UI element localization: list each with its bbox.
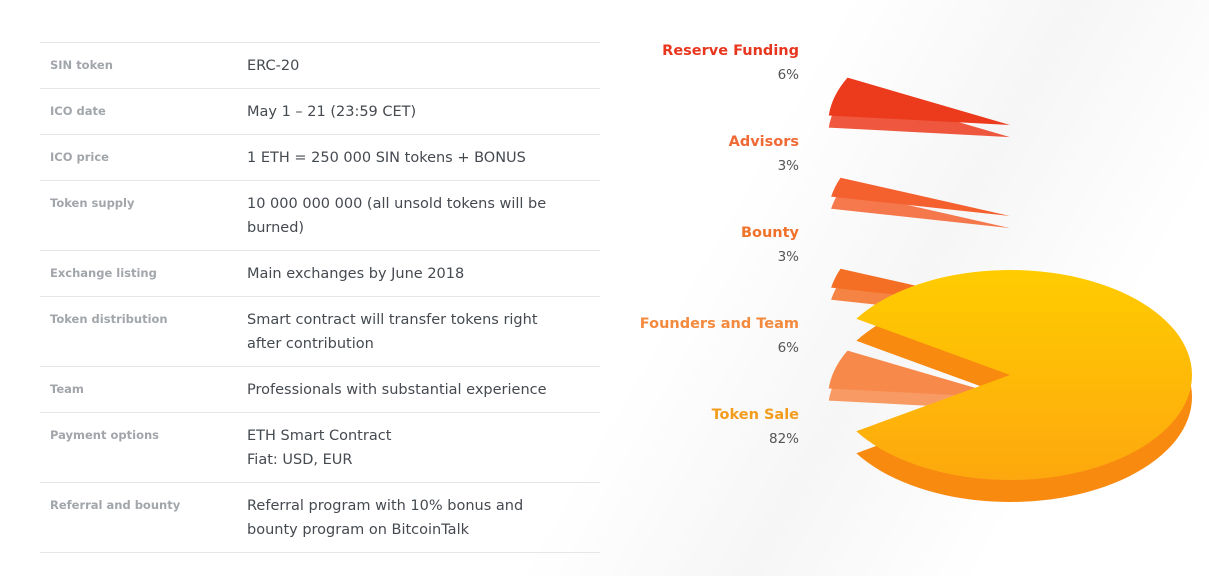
slice-percent: 6% xyxy=(778,67,800,83)
table-row: SIN token ERC-20 xyxy=(40,42,600,89)
value-line: Fiat: USD, EUR xyxy=(247,452,353,468)
row-label: Team xyxy=(40,366,237,413)
slice-percent: 6% xyxy=(778,340,800,356)
slice-top xyxy=(831,177,1010,216)
row-value: 10 000 000 000 (all unsold tokens will b… xyxy=(237,180,600,251)
table-row: Token supply 10 000 000 000 (all unsold t… xyxy=(40,180,600,251)
info-table: SIN token ERC-20 ICO date May 1 – 21 (23:59… xyxy=(40,42,600,553)
table-row: ICO price 1 ETH = 250 000 SIN tokens + BO… xyxy=(40,134,600,181)
value-line: Professionals with substantial experienc… xyxy=(247,382,547,398)
pie-slice xyxy=(856,270,1192,502)
table-row: ICO date May 1 – 21 (23:59 CET) xyxy=(40,88,600,135)
slice-label: Advisors xyxy=(729,134,799,150)
table-row: Payment options ETH Smart Contract Fiat: U… xyxy=(40,412,600,483)
pie-slice xyxy=(828,77,1010,138)
slice-top xyxy=(856,270,1192,481)
pie-chart: Reserve Funding 6% Advisors 3% Bounty 3% Found… xyxy=(640,43,1192,502)
row-label: ICO price xyxy=(40,134,237,181)
value-line: Main exchanges by June 2018 xyxy=(247,266,465,282)
row-label: Token distribution xyxy=(40,296,237,367)
row-value: Professionals with substantial experienc… xyxy=(237,366,600,413)
value-line: 1 ETH = 250 000 SIN tokens + BONUS xyxy=(247,150,526,166)
slice-label: Founders and Team xyxy=(640,316,799,332)
value-line: May 1 – 21 (23:59 CET) xyxy=(247,104,417,120)
value-line: ERC-20 xyxy=(247,58,300,74)
pie-slice xyxy=(831,177,1010,229)
slice-label: Token Sale xyxy=(712,407,800,423)
row-label: Referral and bounty xyxy=(40,482,237,553)
slice-percent: 3% xyxy=(778,249,800,265)
row-value: Main exchanges by June 2018 xyxy=(237,250,600,297)
table-row: Team Professionals with substantial exper… xyxy=(40,366,600,413)
slice-label: Bounty xyxy=(741,225,800,241)
row-value: ERC-20 xyxy=(237,42,600,89)
row-label: SIN token xyxy=(40,42,237,89)
table-row: Exchange listing Main exchanges by June 2… xyxy=(40,250,600,297)
row-value: Referral program with 10% bonus and boun… xyxy=(237,482,600,553)
row-label: Token supply xyxy=(40,180,237,251)
value-line: Smart contract will transfer tokens righ… xyxy=(247,312,538,352)
row-label: Exchange listing xyxy=(40,250,237,297)
row-value: May 1 – 21 (23:59 CET) xyxy=(237,88,600,135)
slice-label: Reserve Funding xyxy=(662,43,799,59)
slice-top xyxy=(828,350,1010,398)
value-line: ETH Smart Contract xyxy=(247,428,392,444)
slice-percent: 3% xyxy=(778,158,800,174)
row-value: ETH Smart Contract Fiat: USD, EUR xyxy=(237,412,600,483)
row-label: Payment options xyxy=(40,412,237,483)
value-line: 10 000 000 000 (all unsold tokens will b… xyxy=(247,196,547,236)
value-line: Referral program with 10% bonus and boun… xyxy=(247,498,524,538)
slice-percent: 82% xyxy=(769,431,799,447)
row-label: ICO date xyxy=(40,88,237,135)
table-row: Referral and bounty Referral program with… xyxy=(40,482,600,553)
table-row: Token distribution Smart contract will tr… xyxy=(40,296,600,367)
row-value: 1 ETH = 250 000 SIN tokens + BONUS xyxy=(237,134,600,181)
row-value: Smart contract will transfer tokens righ… xyxy=(237,296,600,367)
slice-top xyxy=(828,77,1010,125)
